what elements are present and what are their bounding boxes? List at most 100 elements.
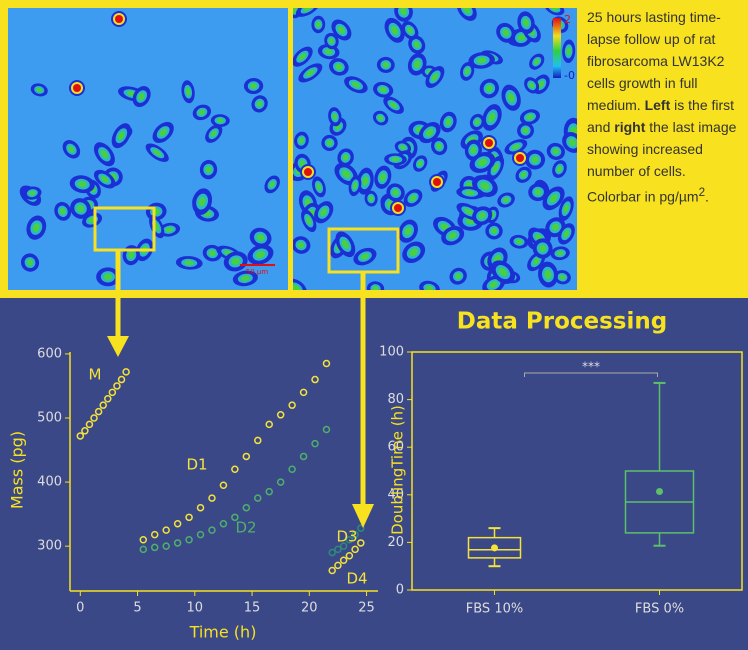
- y-tick-label: 0: [396, 583, 404, 598]
- cell-nucleus: [306, 69, 315, 77]
- cell-nucleus: [455, 273, 462, 280]
- point: [185, 535, 193, 544]
- point: [85, 420, 94, 429]
- cell-nucleus: [303, 8, 312, 12]
- cell-nucleus: [517, 34, 526, 41]
- cell-nucleus: [533, 257, 540, 265]
- point: [299, 388, 308, 397]
- cell-nucleus: [417, 160, 423, 167]
- caption-bold: Left: [644, 97, 671, 113]
- y-tick-label: 20: [387, 535, 404, 550]
- cell-nucleus: [556, 165, 563, 173]
- cell-round-center: [304, 168, 312, 176]
- point: [76, 432, 85, 440]
- cell-nucleus: [103, 273, 113, 281]
- significance-bracket: [524, 372, 658, 377]
- point: [345, 552, 354, 560]
- point: [108, 388, 117, 397]
- point: [196, 503, 205, 512]
- cell-nucleus: [566, 47, 571, 56]
- cell-nucleus: [351, 81, 361, 88]
- cell-nucleus: [463, 8, 471, 14]
- point: [81, 427, 89, 435]
- cell-round-center: [516, 154, 524, 162]
- point: [345, 535, 354, 544]
- cell-nucleus: [551, 8, 558, 11]
- cell-nucleus: [269, 181, 275, 188]
- cell-nucleus: [544, 270, 552, 280]
- cell-nucleus: [205, 166, 212, 173]
- point: [208, 494, 216, 502]
- cell-nucleus: [231, 257, 240, 265]
- cell-nucleus: [240, 275, 250, 282]
- point: [94, 407, 103, 416]
- cell-nucleus: [326, 140, 333, 146]
- cell-nucleus: [502, 29, 510, 37]
- point: [288, 465, 296, 474]
- cell-nucleus: [77, 181, 87, 188]
- caption-text: the last image showing increased number …: [587, 119, 737, 205]
- cell-nucleus: [465, 190, 475, 196]
- cell-nucleus: [320, 208, 328, 217]
- point: [322, 425, 331, 434]
- point: [231, 513, 239, 522]
- point: [208, 526, 216, 534]
- cell-nucleus: [470, 146, 477, 154]
- cell-nucleus: [391, 157, 400, 162]
- cell-round-center: [394, 204, 402, 212]
- point: [162, 526, 170, 534]
- cell-nucleus: [256, 100, 263, 107]
- point: [162, 542, 170, 550]
- cell-nucleus: [522, 18, 530, 27]
- cell-nucleus: [391, 25, 399, 35]
- caption-text: .: [705, 188, 709, 205]
- point: [104, 395, 112, 403]
- cell-nucleus: [342, 170, 351, 179]
- cell-nucleus: [492, 163, 499, 173]
- cell-nucleus: [332, 113, 338, 121]
- y-tick-label: 60: [387, 440, 404, 455]
- highlight-box: [93, 206, 156, 252]
- cell-nucleus: [498, 267, 508, 277]
- cell-nucleus: [210, 130, 217, 137]
- cell-nucleus: [208, 250, 216, 257]
- point: [139, 545, 148, 554]
- cell-nucleus: [534, 58, 540, 65]
- cell-nucleus: [488, 112, 496, 123]
- cells: [293, 8, 577, 290]
- series-label: M: [89, 366, 102, 384]
- point: [357, 524, 365, 532]
- point: [254, 494, 262, 502]
- caption-sup: 2: [698, 186, 706, 199]
- colorbar-label: -0: [564, 69, 575, 82]
- x-tick-label: 25: [358, 601, 375, 616]
- cell-nucleus: [520, 172, 527, 178]
- caption-bold: right: [614, 119, 646, 135]
- cell-nucleus: [409, 248, 418, 257]
- y-tick-label: 300: [37, 539, 62, 554]
- cell-nucleus: [392, 189, 399, 196]
- cell-nucleus: [515, 239, 523, 245]
- point: [265, 420, 273, 429]
- x-tick-label: FBS 10%: [466, 602, 523, 617]
- cell-round-center: [73, 84, 81, 92]
- point: [311, 375, 319, 384]
- point: [322, 359, 331, 368]
- cell-nucleus: [539, 244, 547, 253]
- cell-nucleus: [372, 286, 379, 290]
- point: [219, 481, 228, 490]
- point: [196, 530, 205, 539]
- cell-nucleus: [464, 208, 473, 215]
- cell-nucleus: [559, 274, 566, 280]
- cell-round-center: [485, 139, 493, 147]
- cell-nucleus: [464, 68, 470, 75]
- cell-nucleus: [256, 234, 265, 242]
- cell-nucleus: [377, 115, 384, 121]
- cell-nucleus: [59, 208, 66, 215]
- cell-nucleus: [404, 227, 412, 236]
- cell-nucleus: [489, 281, 498, 288]
- cell-nucleus: [198, 109, 206, 116]
- point: [334, 561, 342, 570]
- x-axis-title: Time (h): [189, 623, 257, 642]
- caption-text: is the first and: [587, 97, 735, 135]
